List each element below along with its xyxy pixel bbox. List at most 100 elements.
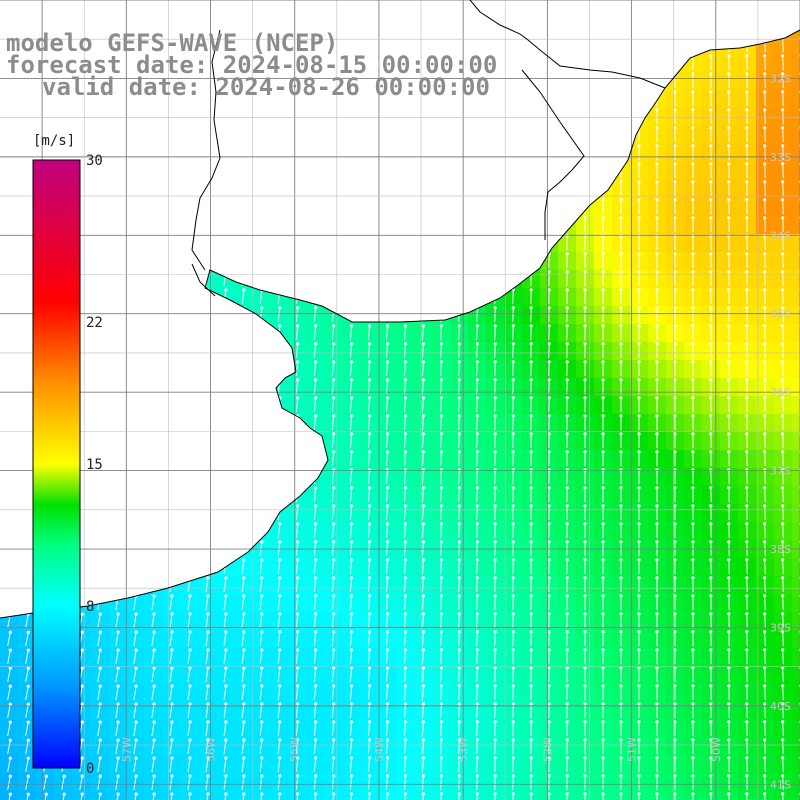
wind-arrow-head [511, 414, 515, 418]
speed-cell [792, 360, 800, 379]
wind-arrow-head [350, 396, 354, 400]
speed-cell [792, 702, 800, 721]
wind-arrow-head [565, 486, 569, 490]
wind-arrow-head [601, 576, 605, 580]
wind-arrow [367, 397, 371, 413]
wind-arrow-head [637, 270, 641, 274]
wind-arrow-head [655, 486, 659, 490]
speed-cell [72, 792, 91, 800]
wind-arrow-head [511, 432, 515, 436]
wind-arrow-head [691, 414, 695, 418]
wind-arrow-head [368, 414, 372, 418]
wind-arrow-head [691, 252, 695, 256]
wind-arrow [494, 361, 496, 377]
wind-arrow-head [511, 504, 515, 508]
wind-arrow-head [296, 576, 300, 580]
wind-arrow-head [727, 126, 731, 130]
wind-arrow-head [421, 360, 426, 364]
wind-arrow-head [601, 324, 605, 328]
wind-arrow [764, 577, 766, 593]
wind-arrow [385, 343, 389, 359]
wind-arrow [782, 523, 784, 539]
wind-arrow-head [368, 324, 372, 328]
wind-arrow-head [583, 558, 587, 562]
wind-arrow-head [709, 450, 713, 454]
wind-arrow-head [242, 558, 246, 562]
wind-arrow-head [781, 360, 785, 364]
wind-arrow-head [547, 558, 551, 562]
speed-cell [108, 792, 127, 800]
wind-arrow-head [709, 378, 713, 382]
wind-arrow-head [745, 558, 749, 562]
wind-arrow [404, 487, 406, 503]
wind-arrow-head [565, 414, 569, 418]
wind-arrow-head [619, 522, 623, 526]
speed-cell [792, 486, 800, 505]
wind-arrow-head [727, 576, 731, 580]
wind-arrow-head [781, 540, 785, 544]
wind-arrow [440, 487, 442, 503]
wind-arrow-head [637, 504, 641, 508]
wind-arrow-head [745, 486, 749, 490]
wind-arrow-head [601, 288, 605, 292]
wind-arrow-head [439, 540, 443, 544]
wind-arrow-head [745, 306, 749, 310]
wind-arrow-head [296, 396, 300, 400]
wind-arrow-head [439, 378, 443, 382]
wind-arrow-head [763, 414, 767, 418]
wind-arrow [313, 559, 317, 575]
wind-arrow-head [511, 324, 515, 328]
wind-arrow-head [565, 306, 569, 310]
wind-arrow-head [763, 306, 767, 310]
wind-arrow-head [601, 342, 605, 346]
wind-arrow-head [386, 504, 390, 508]
wind-arrow-head [745, 324, 749, 328]
wind-arrow [764, 181, 766, 197]
wind-arrow [422, 361, 424, 377]
wind-arrow [295, 343, 299, 359]
wind-arrow-head [745, 252, 749, 256]
wind-arrow-head [781, 432, 785, 436]
wind-arrow-head [403, 414, 408, 418]
wind-arrow-head [368, 432, 372, 436]
speed-cell [792, 36, 800, 55]
wind-arrow [385, 469, 389, 485]
wind-arrow [313, 361, 317, 377]
wind-arrow-head [673, 252, 677, 256]
wind-arrow [313, 523, 317, 539]
wind-arrow [440, 415, 442, 431]
wind-arrow-head [314, 522, 318, 526]
wind-arrow-head [709, 288, 713, 292]
wind-arrow-head [314, 540, 318, 544]
wind-arrow-head [350, 576, 354, 580]
wind-arrow-head [691, 378, 695, 382]
wind-arrow [440, 505, 442, 521]
wind-arrow-head [709, 306, 713, 310]
wind-arrow-head [493, 522, 497, 526]
wind-arrow-head [745, 450, 749, 454]
wind-arrow-head [547, 486, 551, 490]
wind-arrow-head [619, 378, 623, 382]
wind-arrow-head [727, 90, 731, 94]
wind-arrow-head [511, 378, 515, 382]
wind-arrow-head [529, 324, 533, 328]
wind-arrow-head [619, 306, 623, 310]
wind-arrow-head [763, 522, 767, 526]
wind-arrow [764, 361, 766, 377]
wind-arrow-head [457, 486, 461, 490]
wind-arrow-head [386, 414, 390, 418]
wind-arrow-head [332, 558, 336, 562]
wind-arrow [476, 523, 478, 539]
wind-arrow [764, 235, 766, 251]
wind-arrow-head [745, 288, 749, 292]
wind-arrow-head [296, 540, 300, 544]
wind-arrow-head [386, 360, 390, 364]
wind-arrow-head [350, 540, 354, 544]
wind-arrow-head [673, 360, 677, 364]
wind-arrow-head [745, 108, 749, 112]
wind-arrow-head [763, 576, 767, 580]
speed-cell [792, 666, 800, 685]
wind-arrow-head [655, 378, 659, 382]
speed-cell [792, 234, 800, 253]
wind-arrow-head [583, 216, 587, 220]
